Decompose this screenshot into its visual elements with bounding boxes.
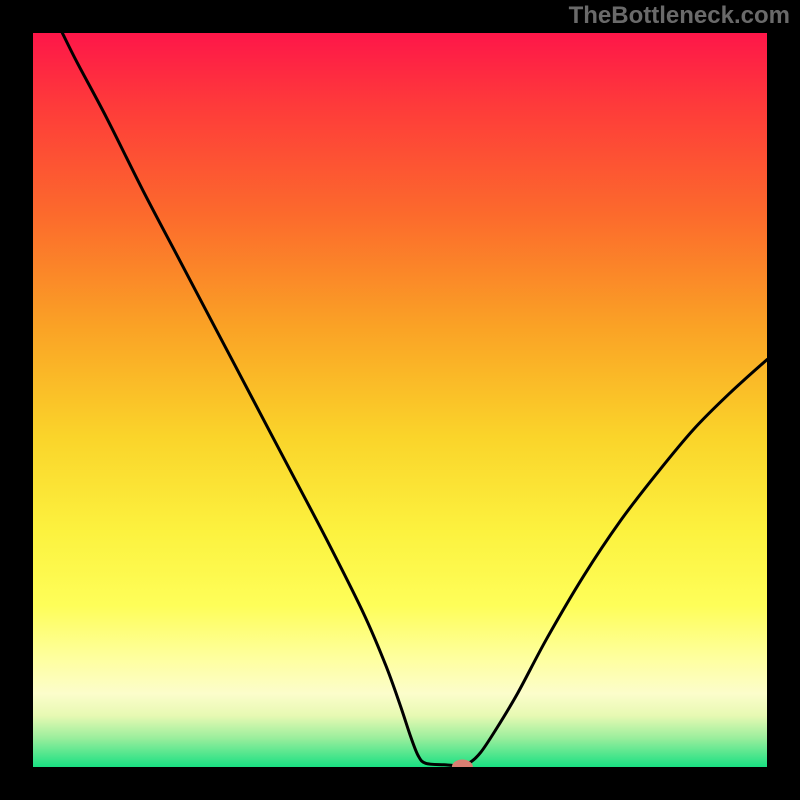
bottleneck-line: [62, 33, 767, 766]
chart-plot-area: [33, 33, 767, 767]
bottleneck-marker: [452, 760, 472, 767]
bottleneck-curve: [33, 33, 767, 767]
watermark-text: TheBottleneck.com: [569, 2, 790, 30]
